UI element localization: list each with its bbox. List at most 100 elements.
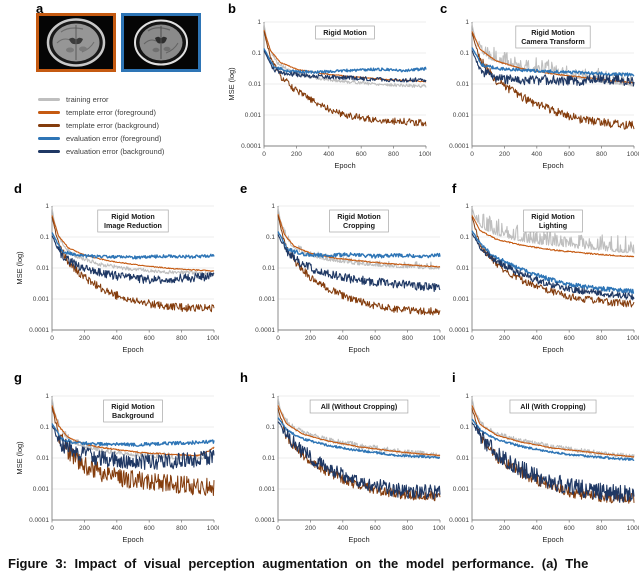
- series-line-2: [51, 215, 215, 272]
- series-line-4: [51, 423, 215, 447]
- panel-letter-f: f: [452, 181, 457, 196]
- x-tick-label: 800: [402, 525, 413, 532]
- series-line-2: [277, 405, 441, 457]
- x-tick-label: 600: [564, 151, 575, 158]
- x-tick-label: 200: [79, 335, 90, 342]
- y-tick-label: 1: [465, 203, 469, 210]
- legend-label: training error: [66, 95, 109, 104]
- panel-letter-a: a: [36, 1, 44, 16]
- brain-mri-foreground-graphic: [39, 16, 113, 69]
- chart-title: Cropping: [343, 221, 375, 230]
- x-tick-label: 400: [531, 525, 542, 532]
- x-tick-label: 400: [531, 335, 542, 342]
- x-tick-label: 800: [402, 335, 413, 342]
- x-axis-title: Epoch: [334, 161, 355, 170]
- x-axis-title: Epoch: [348, 535, 369, 544]
- y-tick-label: 1: [45, 393, 49, 400]
- series-line-2: [471, 405, 635, 458]
- series-line-5: [263, 50, 427, 83]
- y-tick-label: 0.0001: [29, 517, 49, 524]
- x-tick-label: 0: [50, 525, 54, 532]
- x-tick-label: 0: [50, 335, 54, 342]
- chart-title: All (Without Cropping): [321, 402, 398, 411]
- x-tick-label: 600: [356, 151, 367, 158]
- legend-label: evaluation error (foreground): [66, 134, 162, 143]
- x-tick-label: 600: [370, 525, 381, 532]
- x-tick-label: 1000: [627, 335, 639, 342]
- y-tick-label: 0.001: [259, 296, 276, 303]
- chart-title: Rigid Motion: [323, 28, 367, 37]
- x-tick-label: 1000: [419, 151, 431, 158]
- y-tick-label: 0.1: [460, 50, 469, 57]
- y-axis-title: MSE (log): [227, 67, 236, 101]
- x-tick-label: 400: [111, 525, 122, 532]
- x-tick-label: 1000: [207, 525, 219, 532]
- series-line-4: [471, 230, 635, 294]
- chart-title-box: [309, 399, 409, 414]
- x-tick-label: 600: [370, 335, 381, 342]
- series-line-5: [471, 50, 635, 87]
- series-line-3: [471, 32, 635, 130]
- panel-letter-i: i: [452, 370, 456, 385]
- x-tick-label: 600: [144, 525, 155, 532]
- y-tick-label: 0.1: [252, 50, 261, 57]
- legend-item-training-error: training error: [38, 93, 164, 106]
- y-tick-label: 0.0001: [255, 517, 275, 524]
- x-tick-label: 600: [564, 525, 575, 532]
- series-line-4: [471, 418, 635, 461]
- y-tick-label: 0.001: [33, 486, 50, 493]
- chart-title-box: [509, 399, 597, 414]
- x-tick-label: 400: [531, 151, 542, 158]
- chart-title: Rigid Motion: [111, 212, 155, 221]
- legend-item-template-error-foreground: template error (foreground): [38, 106, 164, 119]
- y-tick-label: 0.01: [36, 265, 49, 272]
- x-tick-label: 1000: [433, 335, 445, 342]
- y-tick-label: 0.1: [460, 234, 469, 241]
- series-line-4: [277, 231, 441, 259]
- x-tick-label: 1000: [433, 525, 445, 532]
- y-tick-label: 0.0001: [449, 517, 469, 524]
- series-line-5: [471, 233, 635, 301]
- panel-letter-e: e: [240, 181, 248, 196]
- chart-title-box: [329, 209, 389, 233]
- y-tick-label: 0.01: [456, 265, 469, 272]
- brain-mri-foreground-image: [36, 13, 116, 72]
- panel-letter-d: d: [14, 181, 22, 196]
- legend-item-template-error-background: template error (background): [38, 119, 164, 132]
- y-tick-label: 1: [271, 203, 275, 210]
- x-axis-title: Epoch: [348, 345, 369, 354]
- x-tick-label: 200: [499, 151, 510, 158]
- series-line-4: [263, 48, 427, 74]
- series-line-5: [277, 234, 441, 292]
- y-tick-label: 0.1: [266, 234, 275, 241]
- x-tick-label: 600: [564, 335, 575, 342]
- series-line-3: [277, 215, 441, 316]
- y-tick-label: 0.01: [36, 455, 49, 462]
- x-tick-label: 1000: [627, 525, 639, 532]
- x-axis-title: Epoch: [122, 535, 143, 544]
- series-line-5: [51, 425, 215, 471]
- y-tick-label: 0.0001: [241, 143, 261, 150]
- x-tick-label: 1000: [207, 335, 219, 342]
- y-tick-label: 0.01: [456, 81, 469, 88]
- y-tick-label: 0.0001: [29, 327, 49, 334]
- y-tick-label: 0.1: [266, 424, 275, 431]
- series-line-4: [277, 417, 441, 459]
- y-tick-label: 0.01: [262, 265, 275, 272]
- y-tick-label: 0.001: [453, 296, 470, 303]
- template-error-background-swatch: [38, 124, 60, 127]
- chart-title: Rigid Motion: [531, 28, 575, 37]
- y-tick-label: 0.1: [460, 424, 469, 431]
- chart-title-box: [315, 25, 375, 40]
